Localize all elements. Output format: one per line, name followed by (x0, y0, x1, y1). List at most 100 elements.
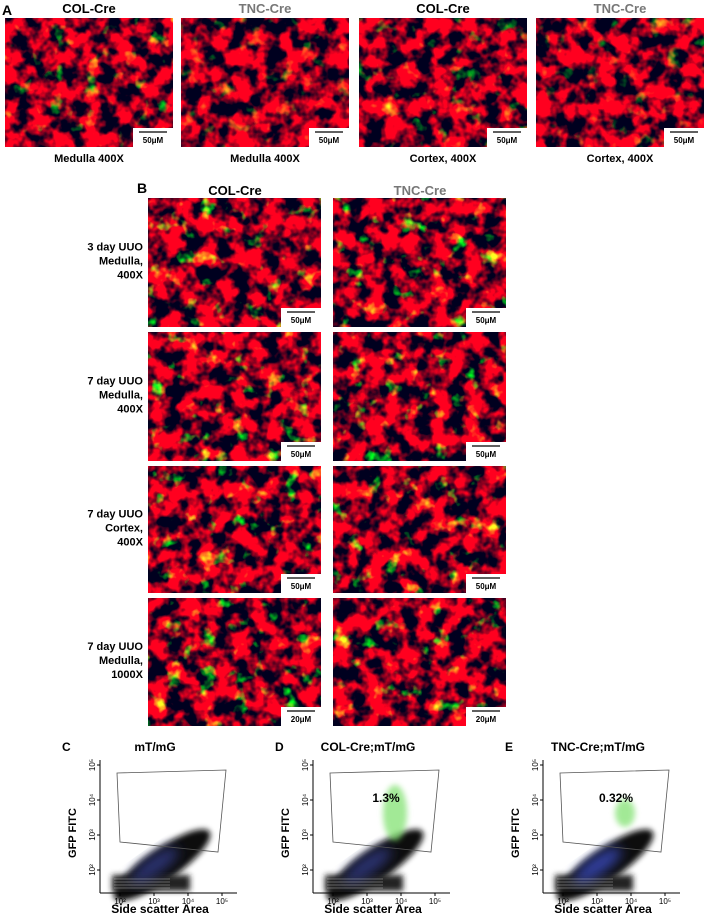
image-title: TNC-Cre (239, 1, 292, 16)
row-label: 400X (117, 404, 143, 416)
y-tick-label: 10² (88, 864, 97, 876)
y-tick-label: 10² (301, 864, 310, 876)
scale-bar-box (281, 308, 321, 327)
scale-bar-label: 50μM (476, 316, 497, 325)
row-label: 7 day UUO (87, 641, 143, 653)
y-axis-label: GFP FITC (280, 808, 292, 858)
micrograph (333, 332, 506, 461)
column-title: TNC-Cre (394, 183, 447, 198)
y-tick-label: 10⁵ (88, 759, 97, 771)
y-tick-label: 10⁴ (531, 793, 540, 806)
panel-label: E (505, 740, 513, 754)
micrograph (148, 466, 321, 593)
x-tick-label: 10³ (361, 897, 373, 906)
scale-bar-label: 50μM (291, 582, 312, 591)
cloud-core (131, 847, 179, 883)
micrograph (148, 332, 321, 461)
y-tick-label: 10⁴ (88, 793, 97, 806)
x-tick-label: 10³ (148, 897, 160, 906)
plot-title: TNC-Cre;mT/mG (551, 740, 645, 754)
panel-label: A (2, 2, 12, 18)
x-tick-label: 10² (114, 897, 126, 906)
scale-bar-box (466, 707, 506, 726)
y-tick-label: 10³ (301, 829, 310, 841)
micrograph (333, 466, 506, 593)
scale-bar-box (487, 128, 527, 147)
micrograph (333, 198, 506, 327)
row-label: Cortex, (105, 523, 143, 535)
y-tick-label: 10³ (531, 829, 540, 841)
micrograph (148, 198, 321, 327)
image-title: COL-Cre (416, 1, 469, 16)
scale-bar-box (281, 707, 321, 726)
gate (559, 769, 670, 853)
y-axis-label: GFP FITC (510, 808, 522, 858)
x-tick-label: 10³ (591, 897, 603, 906)
scale-bar-label: 50μM (476, 582, 497, 591)
row-label: 400X (117, 270, 143, 282)
x-axis-label: Side scatter Area (324, 902, 422, 916)
scale-bar-box (281, 442, 321, 461)
x-tick-label: 10⁴ (395, 897, 408, 906)
y-tick-label: 10⁵ (531, 759, 540, 771)
image-title: COL-Cre (62, 1, 115, 16)
scale-bar-box (466, 574, 506, 593)
scale-bar-box (466, 442, 506, 461)
micrograph (536, 18, 704, 147)
y-tick-label: 10⁴ (301, 793, 310, 806)
micrograph (148, 598, 321, 726)
image-caption: Medulla 400X (230, 153, 300, 165)
scale-bar-label: 50μM (476, 450, 497, 459)
event-cloud (112, 829, 211, 901)
row-label: 3 day UUO (87, 242, 143, 254)
scale-bar-box (466, 308, 506, 327)
event-cloud (555, 799, 654, 901)
row-label: Medulla, (99, 390, 143, 402)
gate-percent: 0.32% (599, 791, 633, 805)
panel-label: B (137, 180, 147, 196)
micrograph (5, 18, 173, 147)
x-tick-label: 10² (557, 897, 569, 906)
image-caption: Cortex, 400X (587, 153, 654, 165)
scale-bar-label: 50μM (291, 316, 312, 325)
row-label: 7 day UUO (87, 509, 143, 521)
scale-bar-label: 20μM (476, 715, 497, 724)
image-title: TNC-Cre (594, 1, 647, 16)
scale-bar-label: 50μM (674, 136, 695, 145)
cloud-core (574, 847, 622, 883)
panel-label: C (62, 740, 71, 754)
x-tick-label: 10² (327, 897, 339, 906)
y-tick-label: 10⁵ (301, 759, 310, 771)
micrograph (333, 598, 506, 726)
scale-bar-label: 50μM (319, 136, 340, 145)
row-label: Medulla, (99, 256, 143, 268)
scale-bar-label: 50μM (143, 136, 164, 145)
x-tick-label: 10⁴ (182, 897, 195, 906)
cloud-core (344, 847, 392, 883)
x-tick-label: 10⁵ (429, 897, 441, 906)
scale-bar-label: 50μM (497, 136, 518, 145)
x-axis-label: Side scatter Area (554, 902, 652, 916)
row-label: 7 day UUO (87, 376, 143, 388)
image-caption: Cortex, 400X (410, 153, 477, 165)
image-caption: Medulla 400X (54, 153, 124, 165)
plot-title: COL-Cre;mT/mG (321, 740, 416, 754)
scale-bar-box (309, 128, 349, 147)
gate-percent: 1.3% (372, 791, 400, 805)
y-tick-label: 10² (531, 864, 540, 876)
scale-bar-label: 20μM (291, 715, 312, 724)
micrograph (359, 18, 527, 147)
column-title: COL-Cre (208, 183, 261, 198)
y-tick-label: 10³ (88, 829, 97, 841)
scale-bar-box (133, 128, 173, 147)
scale-bar-box (281, 574, 321, 593)
x-tick-label: 10⁵ (659, 897, 671, 906)
gfp-events (383, 785, 407, 841)
plot-title: mT/mG (134, 740, 175, 754)
y-axis-label: GFP FITC (67, 808, 79, 858)
row-label: 1000X (111, 669, 143, 681)
row-label: 400X (117, 537, 143, 549)
x-axis-label: Side scatter Area (111, 902, 209, 916)
panel-label: D (275, 740, 284, 754)
